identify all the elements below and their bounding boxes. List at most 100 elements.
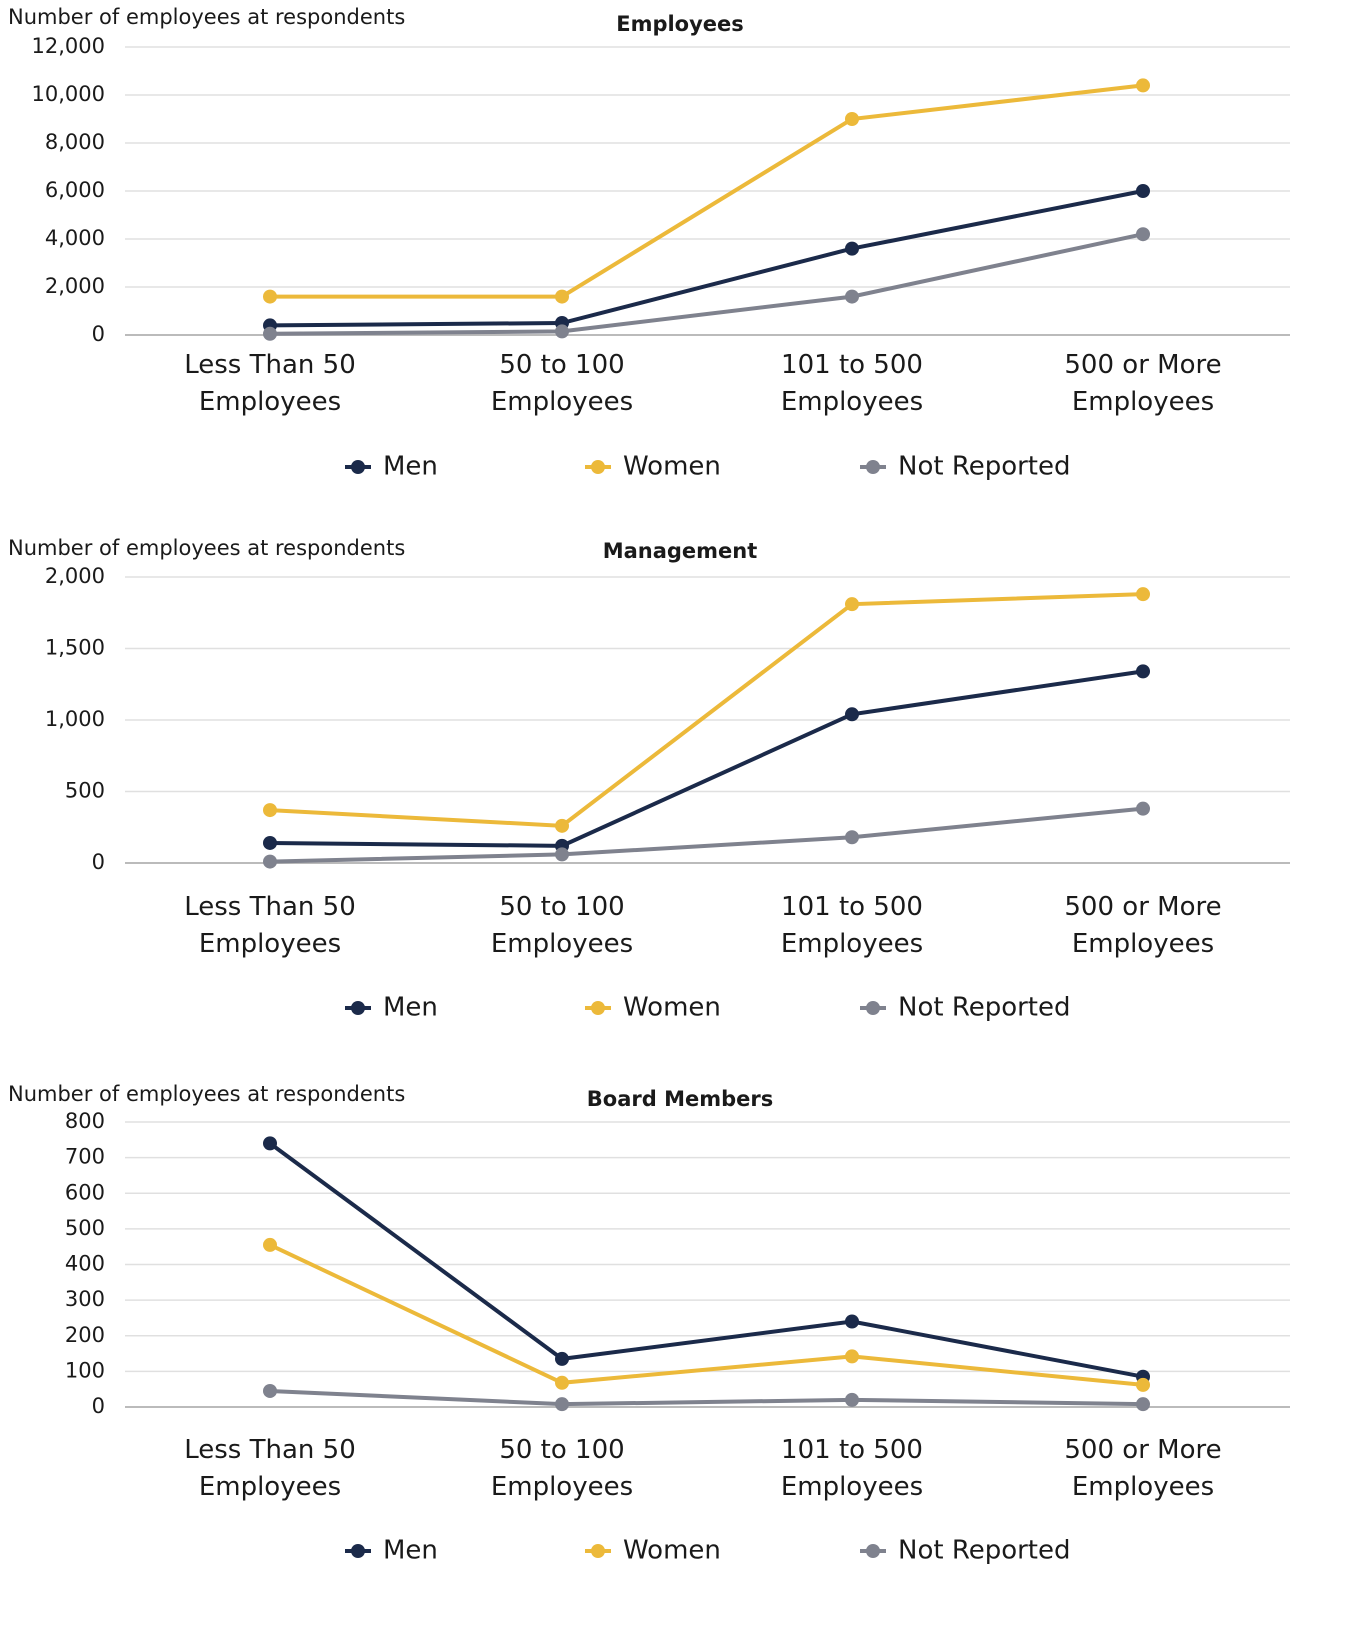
data-point	[1136, 1397, 1150, 1412]
y-tick-label: 4,000	[45, 226, 105, 250]
legend-label: Men	[383, 1536, 438, 1566]
legend-label: Women	[623, 993, 721, 1023]
data-point	[1136, 664, 1150, 679]
data-point	[845, 112, 859, 126]
legend-label: Men	[383, 452, 438, 482]
series-line	[268, 1141, 1144, 1379]
data-point	[1136, 184, 1150, 198]
legend-marker	[351, 460, 365, 474]
data-point	[845, 830, 859, 845]
data-point	[845, 241, 859, 256]
data-point	[555, 1351, 569, 1366]
y-tick-label: 12,000	[32, 34, 105, 58]
chart-title: Employees	[616, 12, 744, 36]
x-tick-label: Less Than 50 Employees	[184, 350, 356, 417]
y-tick-label: 1,000	[45, 707, 105, 731]
y-tick-label: 0	[92, 850, 105, 874]
legend-label: Women	[623, 452, 721, 482]
x-tick-label: 50 to 100 Employees	[490, 1435, 634, 1502]
series-line	[269, 189, 1144, 328]
legend-marker	[591, 1001, 605, 1015]
series-line	[270, 83, 1144, 299]
data-point	[263, 326, 277, 341]
y-tick-label: 1,500	[45, 636, 105, 660]
data-point	[263, 1383, 277, 1398]
legend-marker	[866, 1544, 880, 1558]
data-point	[263, 1136, 277, 1151]
y-tick-label: 500	[65, 1216, 105, 1240]
data-point	[263, 854, 277, 869]
y-tick-label: 600	[65, 1180, 105, 1204]
series-line	[269, 669, 1144, 848]
x-tick-label: 500 or More Employees	[1064, 350, 1222, 417]
y-axis-label: Number of employees at respondents	[8, 1082, 405, 1106]
y-tick-label: 700	[65, 1145, 105, 1169]
data-point	[555, 1375, 569, 1390]
legend-marker	[591, 1544, 605, 1558]
legend-marker	[351, 1544, 365, 1558]
data-point	[1136, 801, 1150, 816]
legend-label: Not Reported	[898, 1536, 1071, 1566]
legend-label: Women	[623, 1536, 721, 1566]
y-tick-label: 800	[65, 1109, 105, 1133]
y-tick-label: 6,000	[45, 178, 105, 202]
data-point	[263, 289, 277, 304]
data-point	[1136, 587, 1150, 602]
data-point	[263, 835, 277, 850]
x-tick-label: Less Than 50 Employees	[184, 892, 356, 959]
data-point	[555, 289, 569, 304]
data-point	[1136, 78, 1150, 93]
y-tick-label: 300	[65, 1287, 105, 1311]
y-tick-label: 400	[65, 1252, 105, 1276]
series-line	[269, 592, 1144, 828]
y-tick-label: 2,000	[45, 274, 105, 298]
series-line	[269, 232, 1144, 336]
series-line	[269, 1388, 1144, 1407]
data-point	[555, 324, 569, 339]
data-point	[555, 818, 569, 833]
data-point	[555, 1397, 569, 1412]
data-point	[263, 1237, 277, 1252]
y-tick-label: 0	[92, 1394, 105, 1418]
legend-marker	[866, 1001, 880, 1015]
y-tick-label: 0	[92, 322, 105, 346]
y-tick-label: 8,000	[45, 130, 105, 154]
legend-marker	[591, 460, 605, 474]
legend-label: Not Reported	[898, 993, 1071, 1023]
data-point	[845, 1392, 859, 1407]
y-tick-label: 10,000	[32, 82, 105, 106]
series-line	[269, 806, 1144, 864]
legend-label: Men	[383, 993, 438, 1023]
data-point	[845, 1349, 859, 1364]
y-tick-label: 200	[65, 1323, 105, 1347]
y-axis-label: Number of employees at respondents	[8, 5, 405, 29]
data-point	[263, 803, 277, 818]
data-point	[1136, 1377, 1150, 1392]
y-axis-label: Number of employees at respondents	[8, 536, 405, 560]
x-tick-label: 50 to 100 Employees	[490, 350, 634, 417]
legend-label: Not Reported	[898, 452, 1071, 482]
x-tick-label: Less Than 50 Employees	[184, 1435, 356, 1502]
data-point	[845, 597, 859, 612]
data-point	[845, 1314, 859, 1329]
data-point	[555, 847, 569, 862]
y-tick-label: 500	[65, 779, 105, 803]
legend-marker	[866, 460, 880, 474]
chart-title: Management	[603, 539, 758, 563]
series-line	[269, 1243, 1144, 1387]
legend-marker	[351, 1001, 365, 1015]
x-tick-label: 500 or More Employees	[1064, 1435, 1222, 1502]
x-tick-label: 500 or More Employees	[1064, 892, 1222, 959]
x-tick-label: 101 to 500 Employees	[780, 892, 924, 959]
x-tick-label: 50 to 100 Employees	[490, 892, 634, 959]
x-tick-label: 101 to 500 Employees	[780, 350, 924, 417]
y-tick-label: 2,000	[45, 564, 105, 588]
data-point	[845, 289, 859, 304]
data-point	[845, 707, 859, 722]
y-tick-label: 100	[65, 1358, 105, 1382]
data-point	[1136, 227, 1150, 242]
chart-title: Board Members	[587, 1087, 773, 1111]
x-tick-label: 101 to 500 Employees	[780, 1435, 924, 1502]
